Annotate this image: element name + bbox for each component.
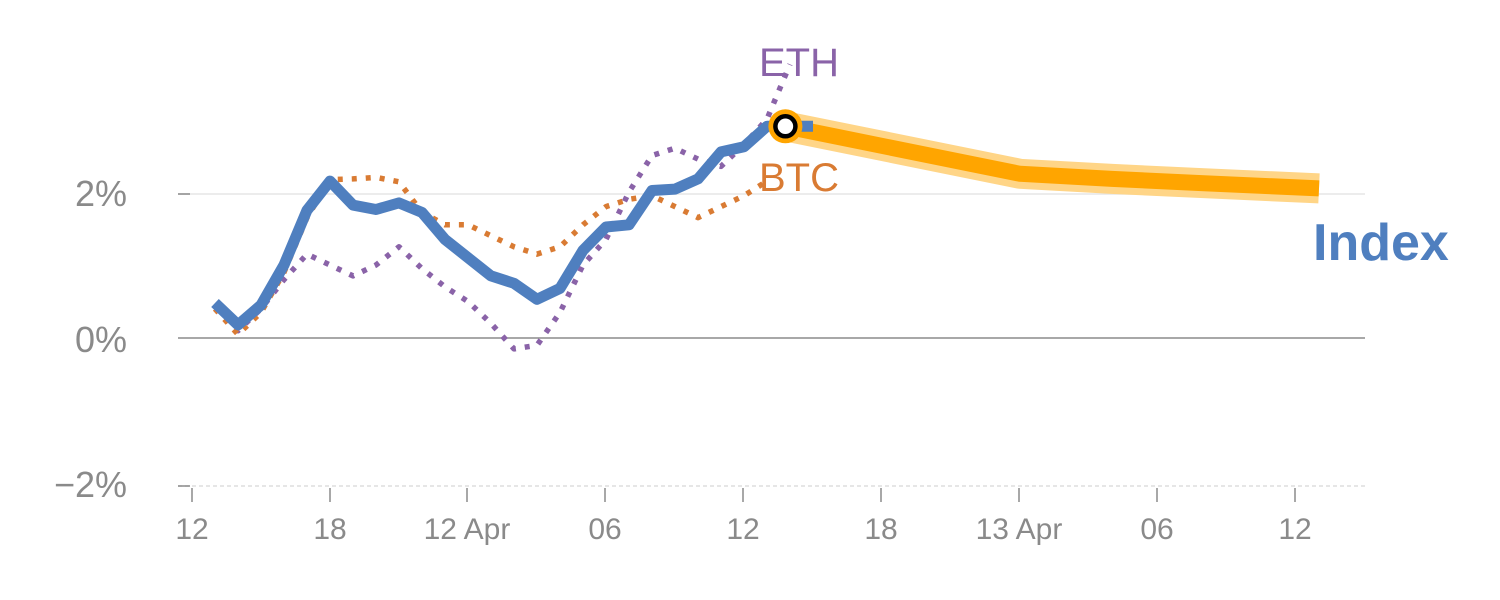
series-labels: ETH BTC Index	[759, 41, 1449, 272]
x-tick-label: 13 Apr	[976, 513, 1063, 546]
x-tick-label: 12	[726, 513, 759, 546]
series-label-btc: BTC	[759, 156, 839, 200]
series-line-index	[211, 120, 813, 331]
y-tick-label-0pct: 0%	[75, 319, 127, 360]
x-tick-8: 12	[1278, 488, 1312, 546]
x-tick-label: 12	[175, 513, 208, 546]
x-tick-2: 12 Apr	[424, 488, 511, 546]
y-tick-label-minus2pct: −2%	[54, 464, 127, 505]
x-tick-label: 12	[1278, 513, 1311, 546]
current-point-marker-core	[773, 114, 798, 139]
y-tick-label-2pct: 2%	[75, 173, 127, 214]
y-axis: 2% 0% −2%	[54, 173, 190, 505]
x-tick-label: 18	[313, 513, 346, 546]
x-tick-label: 18	[864, 513, 897, 546]
series	[211, 63, 1320, 352]
x-tick-0: 12	[175, 488, 209, 546]
x-tick-label: 06	[588, 513, 621, 546]
x-tick-5: 18	[864, 488, 898, 546]
grid-lines	[178, 193, 1365, 487]
x-tick-label: 12 Apr	[424, 513, 511, 546]
x-tick-3: 06	[588, 488, 622, 546]
x-tick-4: 12	[726, 488, 760, 546]
series-label-index: Index	[1313, 214, 1449, 272]
x-tick-1: 18	[313, 488, 347, 546]
x-tick-6: 13 Apr	[976, 488, 1063, 546]
forecast-band-line	[783, 118, 1320, 197]
series-line-eth	[213, 63, 793, 352]
x-axis: 12 18 12 Apr 06 12 18 13 Apr 06 12	[175, 488, 1312, 546]
series-line-btc	[212, 174, 769, 338]
x-tick-7: 06	[1140, 488, 1174, 546]
x-tick-label: 06	[1140, 513, 1173, 546]
series-label-eth: ETH	[759, 41, 839, 85]
